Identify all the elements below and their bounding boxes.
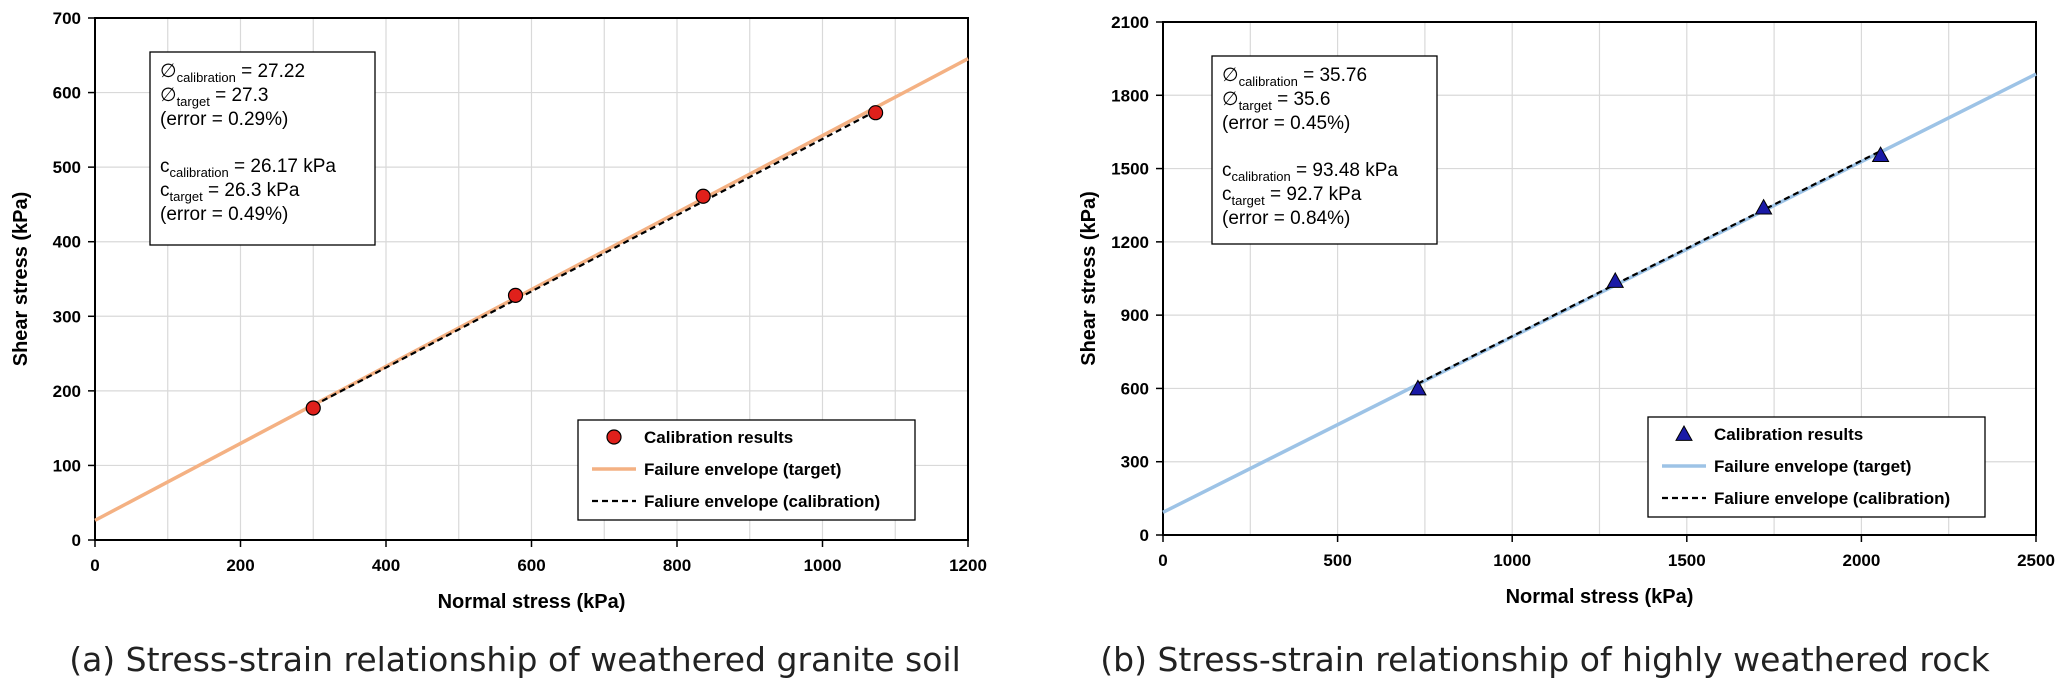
calibration-point (1871, 146, 1890, 163)
y-tick-label: 0 (72, 531, 81, 550)
y-tick-label: 300 (1121, 453, 1149, 472)
annotation-phi-calibration: ∅calibration = 27.22 (160, 61, 305, 85)
annotation-c-error: (error = 0.49%) (160, 204, 288, 225)
y-tick-label: 300 (53, 307, 81, 326)
y-tick-label: 100 (53, 456, 81, 475)
x-tick-label: 600 (517, 556, 545, 575)
x-tick-label: 400 (372, 556, 400, 575)
x-tick-label: 1000 (804, 556, 842, 575)
calibration-point (1754, 198, 1773, 215)
y-tick-label: 500 (53, 158, 81, 177)
calibration-point (305, 400, 321, 416)
legend-marker-calibration (1675, 424, 1693, 441)
y-tick-label: 1500 (1111, 160, 1149, 179)
y-tick-label: 200 (53, 382, 81, 401)
annotation-box (1211, 55, 1438, 245)
chart-caption-a: (a) Stress-strain relationship of weathe… (69, 640, 961, 679)
calibration-point (1606, 271, 1625, 288)
y-tick-label: 400 (53, 233, 81, 252)
y-tick-label: 1800 (1111, 86, 1149, 105)
calibration-point (695, 188, 711, 204)
chart-caption-b: (b) Stress-strain relationship of highly… (1100, 640, 1990, 679)
y-tick-label: 700 (53, 9, 81, 28)
x-axis-title: Normal stress (kPa) (438, 591, 626, 613)
y-axis-title: Shear stress (kPa) (10, 192, 32, 367)
annotation-c-target: ctarget = 92.7 kPa (1222, 184, 1362, 208)
y-axis-title: Shear stress (kPa) (1078, 191, 1100, 366)
legend-label: Failure envelope (target) (644, 460, 841, 479)
calibration-envelope-line (1417, 150, 1882, 385)
x-tick-label: 1200 (949, 556, 987, 575)
annotation-c-calibration: ccalibration = 93.48 kPa (1222, 160, 1398, 184)
plot-frame (1162, 21, 2037, 536)
x-tick-label: 800 (663, 556, 691, 575)
calibration-point (507, 287, 524, 304)
y-tick-label: 1200 (1111, 233, 1149, 252)
annotation-phi-error: (error = 0.45%) (1222, 113, 1350, 134)
annotation-c-target: ctarget = 26.3 kPa (160, 180, 300, 204)
y-tick-label: 0 (1140, 526, 1149, 545)
legend-marker-calibration (606, 429, 622, 445)
annotation-phi-error: (error = 0.29%) (160, 109, 288, 130)
y-tick-label: 600 (1121, 379, 1149, 398)
calibration-envelope-line (312, 110, 877, 407)
legend-label: Faliure envelope (calibration) (1714, 489, 1950, 508)
x-tick-label: 1000 (1493, 551, 1531, 570)
annotation-phi-target: ∅target = 27.3 (160, 85, 268, 109)
annotation-phi-calibration: ∅calibration = 35.76 (1222, 65, 1367, 89)
calibration-point (1409, 379, 1427, 396)
calibration-point (868, 105, 884, 121)
y-tick-label: 600 (53, 84, 81, 103)
annotation-phi-target: ∅target = 35.6 (1222, 89, 1330, 113)
legend-label: Faliure envelope (calibration) (644, 492, 880, 511)
target-envelope-line (94, 57, 969, 522)
annotation-c-error: (error = 0.84%) (1222, 208, 1350, 229)
chart-b: 0 500 1000 1500 2000 2500 0 300 600 900 1200 1500 18… (1078, 13, 2055, 608)
legend-label: Calibration results (644, 428, 793, 447)
chart-a: 0 200 400 600 800 1000 1200 0 100 200 300 400 500 600… (10, 9, 987, 613)
x-tick-label: 0 (90, 556, 99, 575)
x-axis-title: Normal stress (kPa) (1506, 586, 1694, 608)
y-tick-label: 2100 (1111, 13, 1149, 32)
legend-label: Failure envelope (target) (1714, 457, 1911, 476)
annotation-c-calibration: ccalibration = 26.17 kPa (160, 156, 336, 180)
x-tick-label: 1500 (1668, 551, 1706, 570)
x-tick-label: 500 (1323, 551, 1351, 570)
chart-panel-b: 0 500 1000 1500 2000 2500 0 300 600 900 1200 1500 18… (1030, 0, 2060, 691)
annotation-box (149, 51, 376, 246)
y-tick-label: 900 (1121, 306, 1149, 325)
x-tick-label: 200 (226, 556, 254, 575)
x-tick-label: 2000 (1842, 551, 1880, 570)
x-tick-label: 0 (1158, 551, 1167, 570)
chart-panel-a: 0 200 400 600 800 1000 1200 0 100 200 300 400 500 600… (10, 9, 987, 679)
x-tick-label: 2500 (2017, 551, 2055, 570)
legend-label: Calibration results (1714, 425, 1863, 444)
